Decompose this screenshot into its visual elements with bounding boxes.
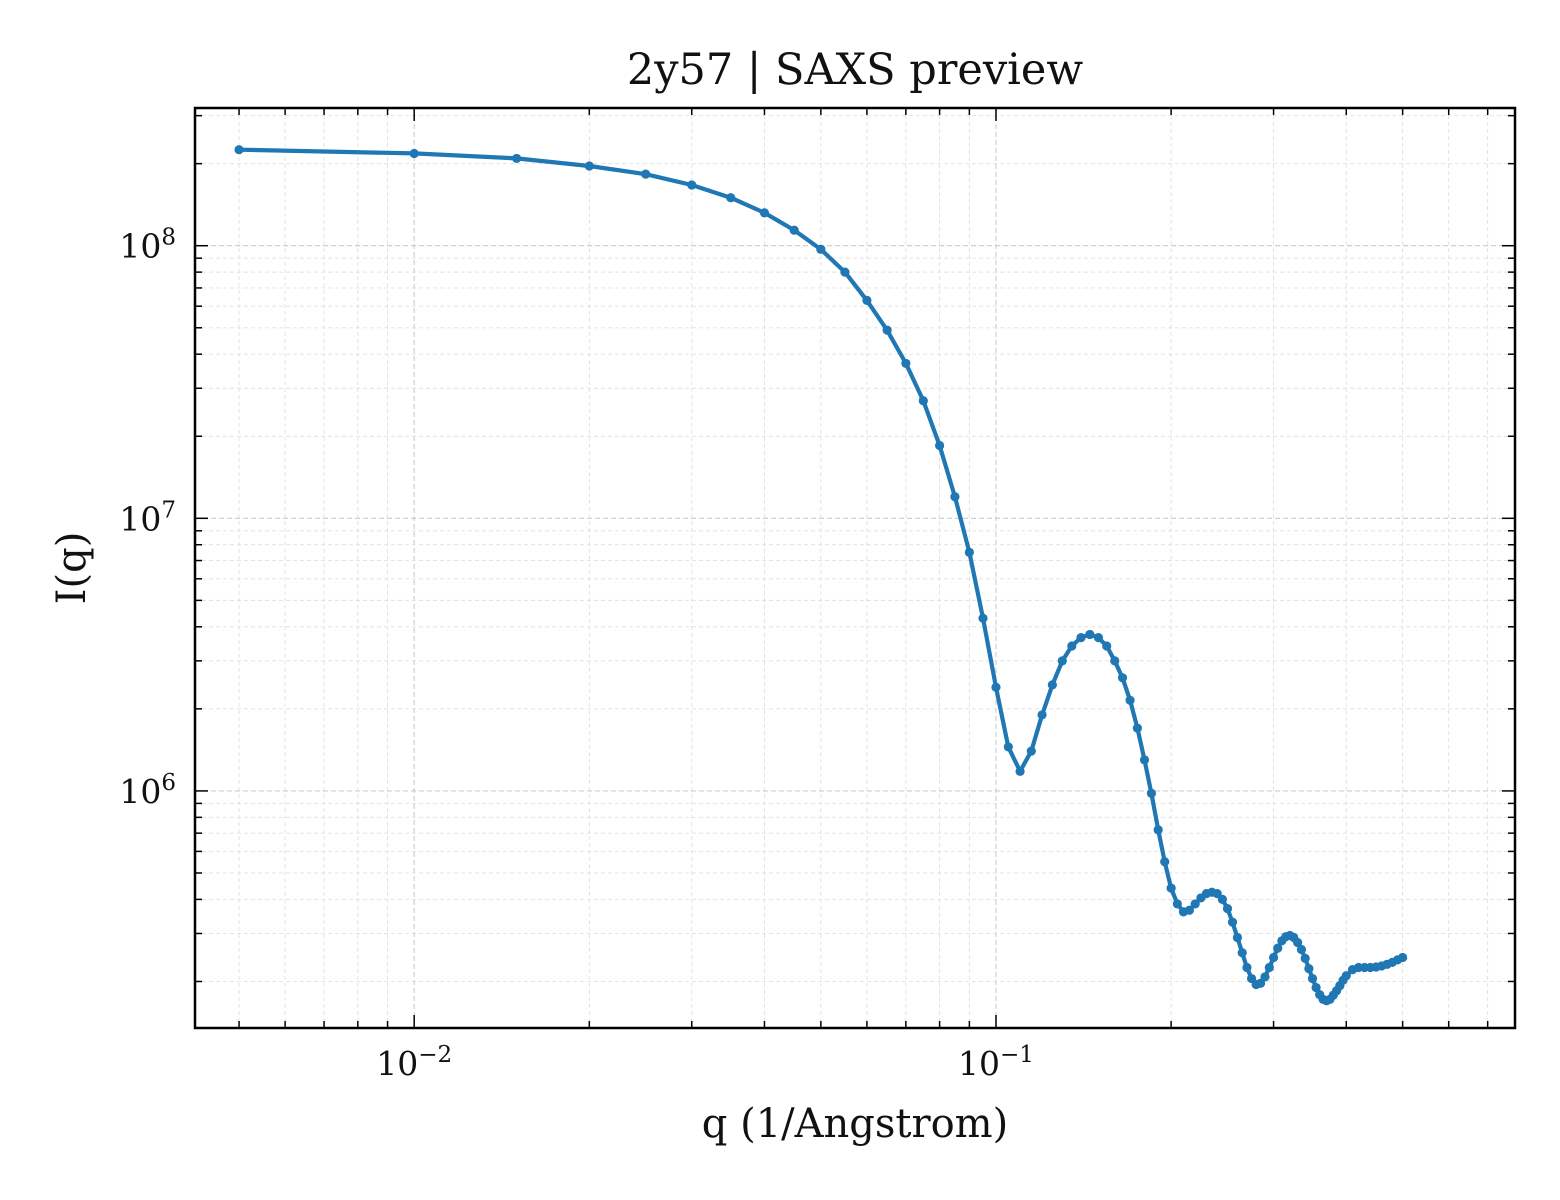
chart-title: 2y57 | SAXS preview: [627, 45, 1083, 95]
data-point: [918, 396, 928, 406]
data-point: [1057, 656, 1067, 666]
data-point: [641, 169, 651, 179]
data-point: [950, 492, 960, 502]
data-point: [1190, 899, 1200, 909]
data-point: [964, 547, 974, 557]
data-point: [1003, 742, 1013, 752]
y-axis-label: I(q): [49, 532, 95, 605]
data-point: [1076, 633, 1086, 643]
x-tick-label: 10−2: [376, 1042, 452, 1083]
axes-frame: [193, 106, 1517, 1030]
data-point: [1242, 962, 1252, 973]
data-point: [1222, 904, 1233, 914]
grid-layer: [195, 108, 1515, 1028]
data-point: [978, 613, 988, 623]
data-point: [1166, 883, 1176, 893]
data-point: [1160, 857, 1170, 867]
data-point: [1264, 962, 1274, 973]
y-tick-label: 106: [119, 770, 176, 811]
data-point: [1273, 943, 1283, 953]
data-point: [1304, 963, 1314, 974]
data-point: [1300, 953, 1310, 964]
data-point: [1237, 948, 1247, 958]
data-point: [1227, 917, 1238, 927]
data-point: [1146, 788, 1157, 798]
data-point: [1117, 673, 1128, 683]
data-point: [1153, 825, 1163, 835]
data-point: [1047, 680, 1057, 690]
data-point: [1293, 937, 1303, 948]
data-point: [882, 325, 892, 335]
data-point: [1341, 971, 1351, 981]
data-point: [840, 267, 850, 277]
data-point: [409, 148, 419, 159]
data-point: [1217, 894, 1227, 905]
tick-layer: [195, 108, 1515, 1028]
data-point: [1311, 982, 1321, 993]
x-axis-label: q (1/Angstrom): [702, 1101, 1008, 1147]
data-point: [991, 682, 1001, 692]
data-point: [1172, 899, 1182, 909]
data-point: [687, 180, 697, 190]
data-point: [1110, 656, 1120, 666]
data-point: [512, 153, 522, 164]
data-point: [1067, 641, 1077, 651]
data-point: [1093, 633, 1104, 643]
data-point: [1085, 629, 1095, 640]
data-point: [816, 244, 826, 254]
data-point: [1256, 978, 1266, 988]
tick-label-layer: 10−2 10−1 106 107 108: [119, 225, 1034, 1083]
data-point: [234, 145, 244, 155]
series-layer: [234, 145, 1408, 1006]
data-point: [1398, 952, 1408, 963]
data-point: [1184, 905, 1194, 915]
data-point: [1232, 932, 1243, 943]
data-point: [1102, 641, 1112, 651]
data-point: [789, 225, 799, 235]
x-tick-label: 10−1: [958, 1042, 1034, 1083]
data-point: [726, 193, 736, 203]
data-point: [584, 161, 594, 171]
data-point: [1296, 944, 1307, 955]
data-point: [901, 358, 911, 369]
data-point: [1268, 952, 1279, 963]
data-point: [759, 208, 770, 218]
plot-area: [195, 108, 1515, 1028]
data-point: [1132, 723, 1142, 733]
y-tick-label: 107: [119, 497, 176, 538]
data-point: [1015, 766, 1025, 776]
data-point: [1125, 695, 1135, 705]
data-point: [1037, 710, 1047, 720]
data-point: [1260, 972, 1270, 982]
data-point: [862, 295, 872, 306]
data-point: [1139, 755, 1150, 765]
data-point: [1307, 973, 1318, 984]
data-point: [1026, 746, 1036, 756]
y-tick-label: 108: [119, 225, 176, 266]
data-point: [935, 440, 945, 451]
